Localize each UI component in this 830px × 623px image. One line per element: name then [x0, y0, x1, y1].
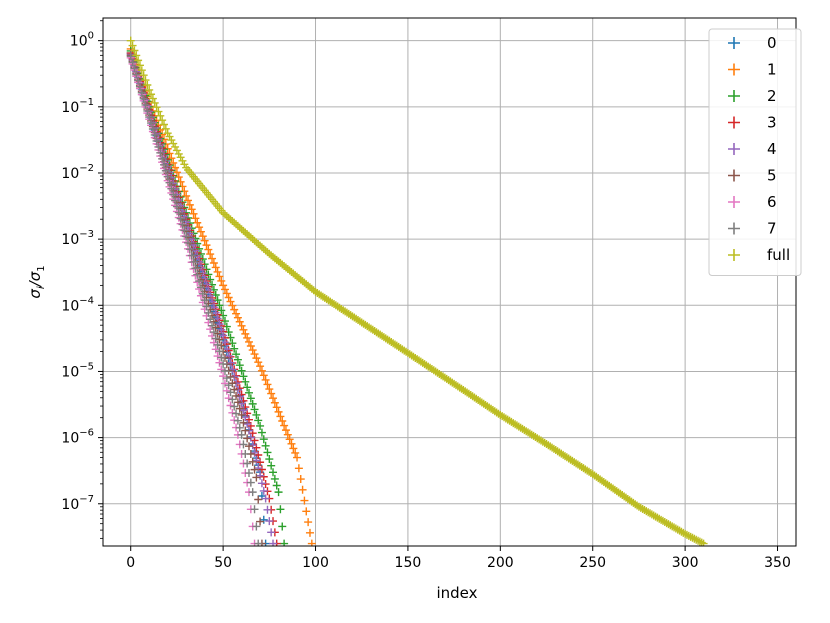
legend-marker-1: [728, 63, 740, 76]
plot-frame: [102, 17, 797, 547]
legend-marker-full: [728, 249, 740, 261]
x-tick-label: 150: [395, 555, 422, 571]
y-axis-label: σi/σ1: [26, 265, 47, 298]
legend-frame: [708, 28, 802, 276]
x-tick-label: 350: [764, 555, 791, 571]
x-tick-label: 250: [579, 555, 606, 571]
x-tick-label: 100: [302, 555, 329, 571]
y-tick-label: 100: [70, 31, 94, 50]
legend-label-7: 7: [767, 220, 777, 238]
series-layer: [126, 36, 708, 546]
legend-marker-0: [728, 37, 740, 49]
y-tick-label: 10−3: [61, 229, 94, 248]
y-tick-label: 10−7: [61, 494, 94, 513]
series-markers-7: [126, 52, 263, 546]
legend-marker-7: [728, 222, 740, 235]
y-axis-label-sub-i: i: [36, 286, 47, 289]
legend-label-0: 0: [767, 34, 777, 52]
legend-marker-2: [728, 90, 740, 102]
y-axis-label-sub-1: 1: [36, 265, 47, 271]
x-tick-label: 0: [126, 555, 135, 571]
series-6: [126, 53, 259, 546]
x-axis-label: index: [436, 584, 477, 602]
legend-label-3: 3: [767, 114, 777, 132]
legend-marker-3: [728, 116, 740, 129]
y-axis-label-sep: /σ: [26, 271, 44, 288]
y-tick-label: 10−4: [61, 295, 94, 314]
legend-label-2: 2: [767, 87, 777, 105]
legend-marker-5: [728, 169, 740, 182]
y-tick-label: 10−1: [61, 97, 94, 116]
legend-label-6: 6: [767, 193, 777, 211]
series-full: [126, 36, 708, 546]
y-axis-label-sigma: σ: [26, 289, 44, 299]
legend: 0 1 2 3 4 5 6 7 full: [708, 28, 802, 276]
grid: [103, 18, 796, 546]
legend-label-4: 4: [767, 140, 777, 158]
x-tick-label: 300: [672, 555, 699, 571]
legend-marker-6: [728, 196, 740, 208]
y-tick-label: 10−5: [61, 361, 94, 380]
legend-label-5: 5: [767, 167, 777, 185]
legend-label-full: full: [767, 246, 790, 264]
x-tick-label: 200: [487, 555, 514, 571]
legend-marker-4: [728, 143, 740, 155]
y-tick-label: 10−6: [61, 428, 94, 447]
legend-label-1: 1: [767, 61, 777, 79]
series-markers-full: [126, 36, 708, 546]
ticks: 0 50 100 150 200 250 300 35010010−110−210−310−4…: [61, 20, 791, 571]
series-markers-6: [126, 53, 259, 546]
x-tick-label: 50: [214, 555, 232, 571]
y-tick-label: 10−2: [61, 163, 94, 182]
series-7: [126, 52, 263, 546]
